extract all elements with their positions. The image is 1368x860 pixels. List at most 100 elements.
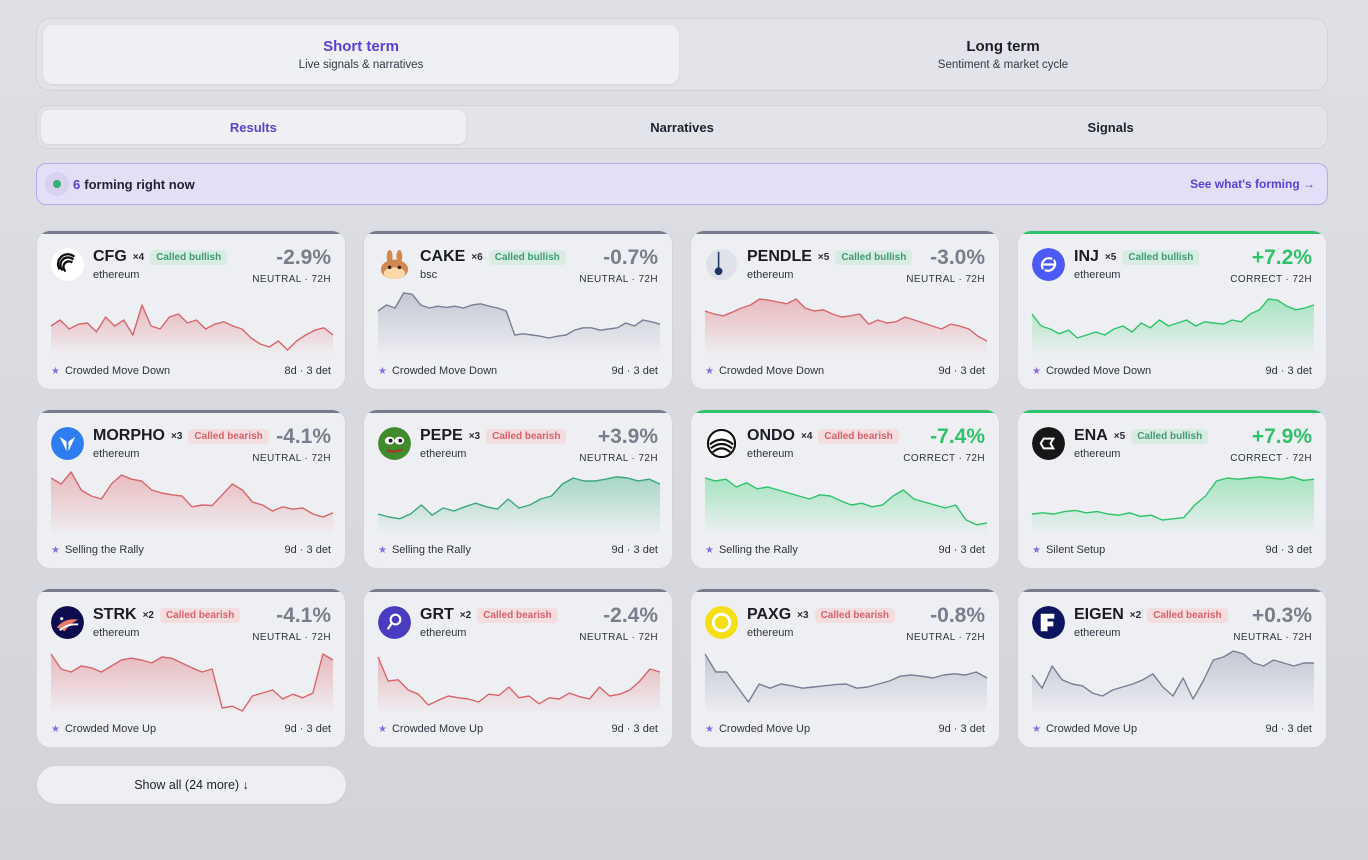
outcome-label: NEUTRAL · 72H — [252, 453, 331, 464]
call-multiplier: ×3 — [171, 430, 183, 442]
token-symbol: ONDO — [747, 427, 795, 444]
narrative-name: Selling the Rally — [64, 544, 144, 556]
see-forming-link[interactable]: See what's forming → — [1190, 177, 1315, 191]
narrative-name: Crowded Move Down — [1045, 365, 1152, 377]
narrative-name: Selling the Rally — [718, 544, 798, 556]
chain-name: ethereum — [93, 627, 140, 639]
tab-results[interactable]: Results — [41, 110, 466, 144]
sparkline-area — [1032, 651, 1314, 711]
star-icon: ★ — [1032, 365, 1041, 377]
show-all-button[interactable]: Show all (24 more) ↓ — [37, 766, 346, 804]
result-card[interactable]: MORPHO ×3 Called bearish ethereum -4.1% … — [36, 409, 346, 569]
result-card[interactable]: STRK ×2 Called bearish ethereum -4.1% NE… — [36, 588, 346, 748]
star-icon: ★ — [51, 544, 60, 556]
narrative-label: ★ Crowded Move Down — [378, 365, 497, 377]
result-card[interactable]: ONDO ×4 Called bearish ethereum -7.4% CO… — [690, 409, 1000, 569]
result-card[interactable]: ENA ×5 Called bullish ethereum +7.9% COR… — [1017, 409, 1327, 569]
narrative-name: Crowded Move Down — [718, 365, 825, 377]
call-badge: Called bullish — [1122, 249, 1200, 265]
percent-change: -3.0% — [930, 246, 985, 269]
symbol-row: INJ ×5 Called bullish — [1074, 248, 1200, 266]
sparkline-line — [377, 656, 661, 706]
status-bar — [37, 410, 345, 413]
sparkline-chart — [377, 476, 661, 532]
live-dot-icon — [45, 172, 69, 196]
narrative-name: Silent Setup — [1045, 544, 1106, 556]
outcome-label: NEUTRAL · 72H — [579, 274, 658, 285]
call-multiplier: ×6 — [471, 251, 483, 263]
sparkline-chart — [50, 653, 334, 712]
morpho-icon — [51, 427, 84, 460]
result-card[interactable]: INJ ×5 Called bullish ethereum +7.2% COR… — [1017, 230, 1327, 390]
ena-icon — [1032, 427, 1065, 460]
narrative-name: Crowded Move Down — [64, 365, 171, 377]
narrative-label: ★ Crowded Move Down — [705, 365, 824, 377]
outcome-label: CORRECT · 72H — [1230, 453, 1312, 464]
tab-short-term[interactable]: Short term Live signals & narratives — [43, 25, 679, 84]
call-badge: Called bullish — [835, 249, 913, 265]
star-icon: ★ — [705, 544, 714, 556]
call-badge: Called bearish — [818, 428, 899, 444]
result-card[interactable]: GRT ×2 Called bearish ethereum -2.4% NEU… — [363, 588, 673, 748]
result-card[interactable]: EIGEN ×2 Called bearish ethereum +0.3% N… — [1017, 588, 1327, 748]
symbol-row: ENA ×5 Called bullish — [1074, 427, 1209, 445]
sparkline-chart — [1031, 298, 1315, 353]
result-card[interactable]: PENDLE ×5 Called bullish ethereum -3.0% … — [690, 230, 1000, 390]
status-bar — [1018, 589, 1326, 592]
star-icon: ★ — [1032, 723, 1041, 735]
token-symbol: PAXG — [747, 606, 792, 623]
call-multiplier: ×3 — [797, 609, 809, 621]
result-card[interactable]: PEPE ×3 Called bearish ethereum +3.9% NE… — [363, 409, 673, 569]
tab-long-term[interactable]: Long term Sentiment & market cycle — [685, 25, 1321, 84]
card-meta: 9d · 3 det — [284, 723, 331, 735]
star-icon: ★ — [705, 365, 714, 377]
narrative-label: ★ Selling the Rally — [705, 544, 798, 556]
sparkline-line — [377, 292, 661, 339]
result-card[interactable]: CFG ×4 Called bullish ethereum -2.9% NEU… — [36, 230, 346, 390]
token-symbol: CAKE — [420, 248, 466, 265]
token-symbol: GRT — [420, 606, 454, 623]
outcome-label: NEUTRAL · 72H — [1233, 632, 1312, 643]
forming-banner[interactable]: 6 forming right now See what's forming → — [36, 163, 1328, 205]
call-multiplier: ×2 — [142, 609, 154, 621]
symbol-row: ONDO ×4 Called bearish — [747, 427, 899, 445]
chain-name: ethereum — [93, 448, 140, 460]
sparkline-chart — [1031, 650, 1314, 711]
chain-name: ethereum — [1074, 627, 1121, 639]
narrative-label: ★ Crowded Move Up — [1032, 723, 1137, 735]
star-icon: ★ — [378, 365, 387, 377]
sparkline-line — [50, 471, 334, 518]
card-meta: 9d · 3 det — [611, 365, 658, 377]
status-bar — [364, 589, 672, 592]
narrative-name: Crowded Move Up — [718, 723, 811, 735]
result-card[interactable]: PAXG ×3 Called bearish ethereum -0.8% NE… — [690, 588, 1000, 748]
percent-change: -7.4% — [930, 425, 985, 448]
call-multiplier: ×4 — [801, 430, 813, 442]
tab-narratives[interactable]: Narratives — [650, 119, 714, 135]
percent-change: -4.1% — [276, 604, 331, 627]
call-badge: Called bearish — [486, 428, 567, 444]
narrative-name: Crowded Move Up — [391, 723, 484, 735]
symbol-row: PEPE ×3 Called bearish — [420, 427, 567, 445]
percent-change: -0.7% — [603, 246, 658, 269]
symbol-row: PENDLE ×5 Called bullish — [747, 248, 913, 266]
card-meta: 8d · 3 det — [284, 365, 331, 377]
result-card[interactable]: CAKE ×6 Called bullish bsc -0.7% NEUTRAL… — [363, 230, 673, 390]
sparkline-area — [1032, 476, 1314, 532]
chain-name: ethereum — [93, 269, 140, 281]
symbol-row: CFG ×4 Called bullish — [93, 248, 228, 266]
sparkline-area — [705, 654, 987, 711]
call-badge: Called bearish — [814, 607, 895, 623]
results-grid: CFG ×4 Called bullish ethereum -2.9% NEU… — [36, 230, 1328, 748]
token-symbol: MORPHO — [93, 427, 165, 444]
cfg-icon — [51, 248, 84, 281]
status-bar — [691, 589, 999, 592]
chain-name: ethereum — [420, 448, 467, 460]
narrative-name: Selling the Rally — [391, 544, 471, 556]
narrative-label: ★ Selling the Rally — [51, 544, 144, 556]
tab-subtitle: Live signals & narratives — [298, 59, 424, 71]
tab-signals[interactable]: Signals — [1087, 119, 1134, 135]
pendle-icon — [705, 248, 738, 281]
chain-name: ethereum — [420, 627, 467, 639]
chain-name: ethereum — [747, 627, 794, 639]
